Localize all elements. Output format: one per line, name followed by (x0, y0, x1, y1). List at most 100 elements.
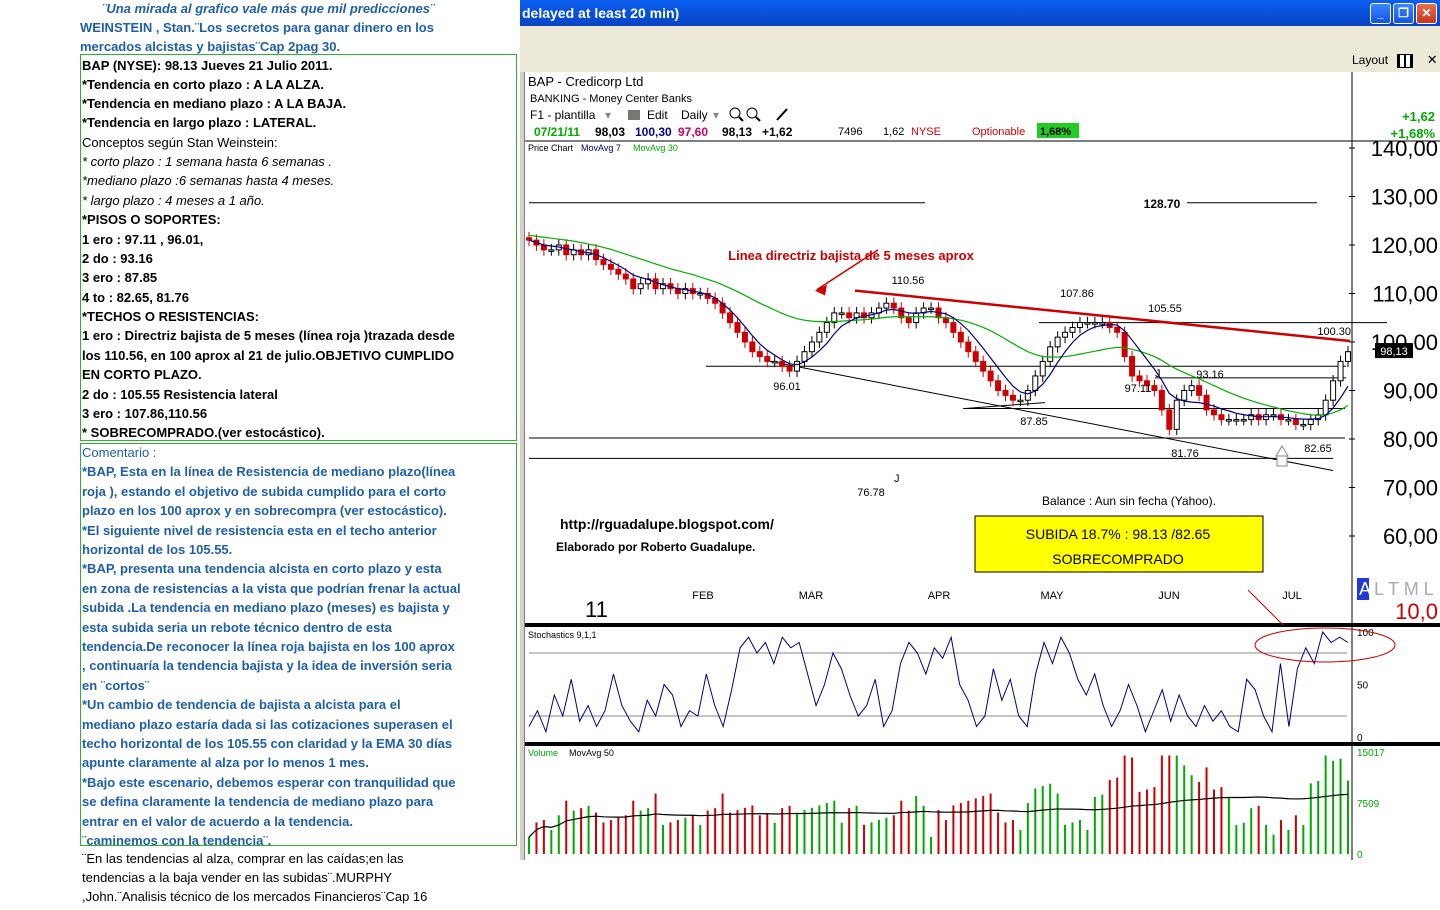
template-dropdown-icon[interactable]: ▾ (605, 108, 611, 122)
template-select[interactable]: F1 - plantilla (530, 108, 596, 122)
header-quote-line2: WEINSTEIN , Stan.¨Los secretos para gana… (80, 20, 434, 35)
period-dropdown-icon[interactable]: ▾ (713, 108, 719, 122)
candle-body (1166, 409, 1173, 430)
pct-badge-bg (1037, 123, 1079, 138)
zoom-out-icon[interactable] (746, 107, 761, 122)
candle-body (1240, 419, 1247, 422)
stochastics-tick: 50 (1357, 681, 1369, 692)
period-select[interactable]: Daily (681, 108, 708, 122)
industry-name: BANKING - Money Center Banks (530, 93, 693, 105)
minimize-button[interactable]: _ (1370, 3, 1391, 24)
last-price-label: 98,13 (1380, 346, 1408, 358)
pct-big: +1,68% (1391, 126, 1436, 141)
price-annotation: http://rguadalupe.blogspot.com/ (560, 516, 774, 532)
candle-body (1114, 326, 1121, 333)
candle-body (1136, 375, 1143, 382)
candle-body (734, 322, 741, 333)
resist-3: 3 ero : 107.86,110.56 (82, 406, 208, 421)
symbol-name: BAP - Credicorp Ltd (528, 74, 643, 89)
candle-body (1024, 390, 1031, 401)
candle-body (1225, 419, 1232, 422)
window-titlebar[interactable]: delayed at least 20 min) _ ❐ ✕ (520, 0, 1440, 26)
price-annotation: 110.56 (892, 275, 925, 287)
candle-body (1158, 390, 1165, 411)
layout-menu[interactable]: Layout ✕ (1352, 52, 1438, 68)
candle-body (600, 259, 607, 265)
candle-body (1091, 322, 1098, 325)
candle-body (1076, 322, 1083, 328)
highlight-line1: SUBIDA 18.7% : 98.13 /82.65 (1026, 526, 1211, 542)
trend-segment (964, 402, 1046, 409)
price-annotation: Linea directriz bajista de 5 meses aprox (728, 248, 974, 263)
corner-letter-a: A (1359, 579, 1371, 599)
footer-quote-line3: ,John.¨Analisis técnico de los mercados … (82, 889, 428, 904)
zoom-in-icon[interactable] (729, 107, 744, 122)
candle-body (779, 360, 786, 367)
candle-body (660, 283, 667, 290)
candle-body (1151, 385, 1158, 391)
layout-grid-icon[interactable] (1397, 53, 1414, 68)
window-title: delayed at least 20 min) (522, 5, 680, 21)
candle-body (786, 365, 793, 372)
candle-body (898, 307, 905, 319)
highlight-line2: SOBRECOMPRADO (1052, 551, 1184, 567)
edit-button[interactable]: Edit (647, 108, 668, 122)
candle-body (972, 351, 979, 362)
candle-body (890, 302, 897, 309)
support-1: 1 ero : 97.11 , 96.01, (82, 232, 204, 247)
close-button[interactable]: ✕ (1416, 3, 1437, 24)
lower-trendline (769, 360, 1334, 472)
pen-icon[interactable] (776, 108, 788, 121)
candle-body (1203, 394, 1210, 411)
corner-highlight (1357, 578, 1369, 600)
comment-line: en zona de resistencias a la vista que p… (82, 580, 461, 596)
candle-body (987, 370, 994, 382)
volume-tick: 15017 (1357, 748, 1385, 759)
comment-line: *BAP, presenta una tendencia alcista en … (82, 561, 442, 577)
highlight-connector (1247, 589, 1284, 626)
price-annotation: 93.16 (1196, 369, 1224, 381)
price-annotation: 100.30 (1317, 326, 1351, 338)
marker-up-arrow (1275, 445, 1289, 457)
support-2: 2 do : 93.16 (82, 251, 153, 266)
candle-body (1218, 414, 1225, 421)
analysis-title: BAP (NYSE): 98.13 Jueves 21 Julio 2011. (82, 58, 333, 73)
volume-ma-legend: MovAvg 50 (569, 748, 614, 758)
concept-long: * largo plazo : 4 meses a 1 año. (82, 193, 265, 208)
candle-body (1069, 326, 1076, 333)
candle-body (905, 317, 912, 324)
candle-body (1188, 385, 1195, 391)
quote-high: 100,30 (635, 125, 672, 139)
candle-body (1054, 336, 1061, 348)
candle-body (1345, 351, 1351, 362)
comment-box (80, 443, 517, 846)
quote-open: 98,03 (595, 125, 625, 139)
y-tick-label: 90,00 (1383, 379, 1438, 404)
header-quote: ¨Una mirada al grafico vale más que mil … (80, 0, 520, 56)
y-tick-label: 140,00 (1371, 136, 1438, 161)
restore-button[interactable]: ❐ (1393, 3, 1414, 24)
stochastics-line (528, 630, 1349, 734)
layout-close-icon[interactable]: ✕ (1426, 52, 1438, 67)
resist-1b: los 110.56, en 100 aprox al 21 de julio.… (82, 348, 455, 363)
chart-application-window: delayed at least 20 min) _ ❐ ✕ Layout ✕ … (520, 0, 1440, 910)
supports-title: *PISOS O SOPORTES: (82, 212, 221, 227)
comment-line: mediano plazo estaría dada si las cotiza… (82, 716, 453, 732)
volume-title: Volume (528, 748, 558, 758)
pct-badge: 1,68% (1040, 126, 1071, 138)
candle-body (526, 237, 532, 241)
annotation-arrowhead (815, 284, 827, 296)
candle-body (913, 312, 920, 324)
layout-label: Layout (1352, 53, 1389, 67)
quote-date: 07/21/11 (534, 125, 580, 139)
x-tick-label: JUL (1282, 590, 1302, 602)
resist-2: 2 do : 105.55 Resistencia lateral (82, 387, 278, 402)
ma30-line (528, 234, 1349, 416)
analysis-box (80, 54, 517, 441)
footer-quote-line1: ¨En las tendencias al alza, comprar en l… (82, 851, 404, 866)
marker-j: J (1155, 368, 1161, 380)
candle-body (607, 263, 614, 270)
edit-bars-icon[interactable] (628, 110, 640, 120)
x-tick-label: JUN (1158, 590, 1179, 602)
price-annotation: 76.78 (857, 487, 885, 499)
